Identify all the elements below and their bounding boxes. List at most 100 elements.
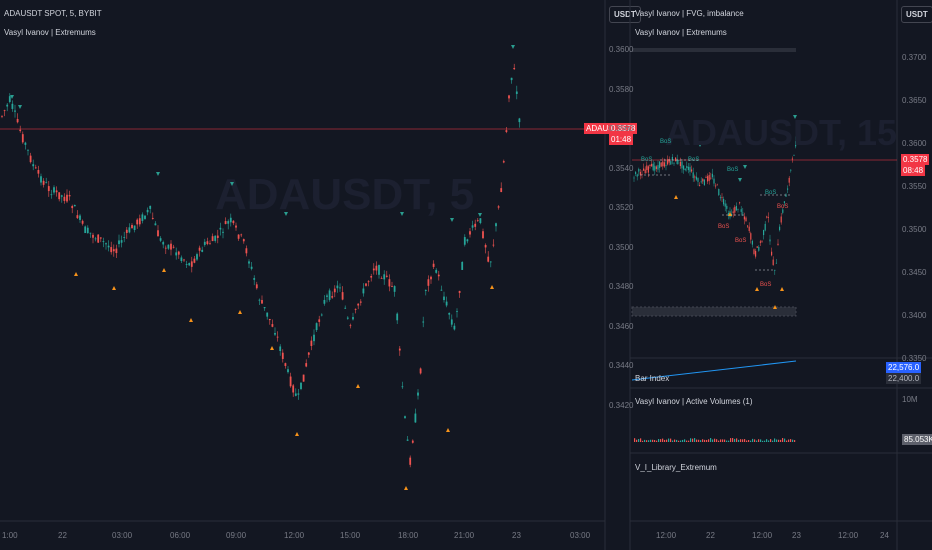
- low-marker: [270, 346, 274, 350]
- candle: [357, 303, 360, 306]
- right-fvg-title[interactable]: Vasyl Ivanov | FVG, imbalance: [635, 9, 744, 18]
- library-title[interactable]: V_I_Library_Extremum: [635, 463, 717, 472]
- candle: [726, 205, 728, 209]
- right-watermark: ADAUSDT, 15: [665, 112, 898, 153]
- candle: [469, 231, 471, 235]
- candle: [707, 176, 709, 182]
- volume-bar: [734, 438, 736, 442]
- candle: [723, 199, 725, 205]
- candle: [713, 178, 715, 184]
- right-currency-button[interactable]: USDT: [901, 6, 932, 23]
- candle: [742, 212, 744, 214]
- bar-index-value: 22,576.0: [886, 362, 922, 373]
- bar-index-title[interactable]: Bar Index: [635, 374, 670, 383]
- candle: [258, 299, 261, 301]
- high-marker: [478, 213, 482, 217]
- candle: [518, 118, 521, 123]
- candle: [76, 215, 79, 219]
- candle: [209, 243, 211, 245]
- time-tick: 06:00: [170, 531, 191, 540]
- candle: [333, 288, 336, 293]
- candle: [323, 299, 326, 304]
- candle: [289, 376, 292, 387]
- volume-bar: [768, 440, 770, 442]
- candle: [679, 161, 681, 167]
- volume-bar: [684, 439, 686, 442]
- volume-bar: [656, 440, 658, 442]
- candle: [63, 196, 66, 201]
- candle: [758, 247, 760, 251]
- time-tick: 12:00: [838, 531, 859, 540]
- left-currency-button[interactable]: USDT: [609, 6, 641, 23]
- candle: [759, 241, 761, 243]
- candle: [110, 247, 113, 253]
- candle: [763, 229, 765, 236]
- candle: [172, 246, 175, 248]
- volume-bar: [702, 439, 704, 442]
- candle: [643, 168, 645, 171]
- volume-bar: [662, 438, 664, 442]
- candle: [370, 275, 373, 278]
- volume-bar: [756, 440, 758, 442]
- candle: [740, 209, 742, 212]
- candle: [315, 323, 318, 331]
- low-marker: [755, 287, 759, 291]
- time-tick: 18:00: [398, 531, 419, 540]
- candle: [667, 159, 669, 165]
- candle: [284, 363, 287, 366]
- candle: [633, 177, 635, 179]
- bos-label: BoS: [688, 157, 700, 163]
- left-symbol-title[interactable]: ADAUSDT SPOT, 5, BYBIT: [4, 9, 102, 18]
- time-tick: 22: [706, 531, 715, 540]
- right-indicator-title[interactable]: Vasyl Ivanov | Extremums: [635, 28, 727, 37]
- candle: [448, 312, 451, 315]
- candle: [505, 130, 508, 132]
- candle: [232, 220, 235, 224]
- candle: [700, 181, 702, 183]
- candle: [185, 264, 188, 265]
- candle: [492, 244, 495, 246]
- candle: [297, 393, 300, 395]
- candle: [201, 249, 204, 252]
- price-tick: 0.3700: [902, 53, 927, 62]
- low-marker: [446, 428, 450, 432]
- price-tick: 0.3460: [609, 321, 634, 331]
- candle: [510, 77, 513, 81]
- bos-label: BoS: [765, 190, 777, 196]
- left-indicator-title[interactable]: Vasyl Ivanov | Extremums: [4, 28, 96, 37]
- candle: [458, 290, 461, 293]
- candle: [497, 206, 500, 208]
- candle: [424, 289, 427, 291]
- low-marker: [112, 286, 116, 290]
- volumes-title[interactable]: Vasyl Ivanov | Active Volumes (1): [635, 397, 753, 406]
- candle: [638, 168, 640, 172]
- time-tick: 23: [792, 531, 801, 540]
- candle: [450, 319, 453, 325]
- time-tick: 15:00: [340, 531, 361, 540]
- candle: [695, 176, 697, 180]
- candle: [775, 262, 777, 264]
- candle: [639, 171, 641, 175]
- candle: [318, 319, 321, 322]
- low-marker: [728, 212, 732, 216]
- candle: [687, 166, 689, 170]
- volume-bar: [646, 440, 648, 442]
- candle: [123, 237, 126, 238]
- low-marker: [162, 268, 166, 272]
- volume-bar: [736, 438, 738, 442]
- volume-bar: [674, 439, 676, 442]
- candle: [138, 218, 141, 225]
- bos-label: BoS: [777, 204, 789, 210]
- candle: [359, 301, 362, 303]
- candle: [362, 288, 365, 294]
- candle: [735, 205, 737, 211]
- candle: [274, 332, 276, 335]
- volume-bar: [700, 440, 702, 442]
- candle: [461, 261, 464, 270]
- volume-bar: [762, 440, 764, 442]
- candle: [341, 292, 344, 300]
- candle: [715, 185, 717, 187]
- time-tick: 03:00: [112, 531, 133, 540]
- candle: [692, 172, 694, 179]
